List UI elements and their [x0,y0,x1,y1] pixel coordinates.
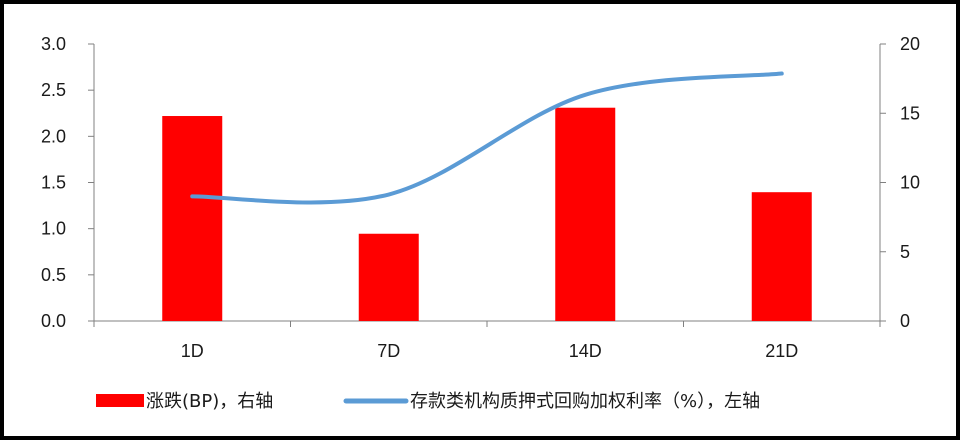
series-line-repo-rate [192,74,782,203]
legend-label-bar: 涨跌(BP)，右轴 [146,391,273,412]
bar-change-bp [752,192,812,321]
left-axis-tick-label: 0.5 [41,265,66,285]
bar-change-bp [359,234,419,321]
legend-swatch-bar [96,394,144,407]
x-axis-tick-label: 7D [377,341,400,361]
bar-change-bp [162,116,222,321]
right-axis-tick-label: 10 [900,173,920,193]
left-axis-tick-label: 2.0 [41,126,66,146]
x-axis-tick-label: 1D [181,341,204,361]
bar-change-bp [555,108,615,321]
right-axis-tick-label: 15 [900,103,920,123]
left-axis-tick-label: 0.0 [41,311,66,331]
left-axis-tick-label: 1.5 [41,173,66,193]
left-axis-tick-label: 1.0 [41,219,66,239]
x-axis-tick-label: 21D [765,341,798,361]
left-axis-tick-label: 3.0 [41,34,66,54]
right-axis-tick-label: 5 [900,242,910,262]
right-axis-tick-label: 0 [900,311,910,331]
left-axis-tick-label: 2.5 [41,80,66,100]
legend-label-line: 存款类机构质押式回购加权利率（%），左轴 [410,391,760,412]
x-axis-tick-label: 14D [569,341,602,361]
chart-svg: 0.0 0.5 1.0 1.5 2.0 2.5 3.0 0 5 10 15 20 1D 7D 14D 21D 涨… [4,4,960,444]
right-axis-tick-label: 20 [900,34,920,54]
